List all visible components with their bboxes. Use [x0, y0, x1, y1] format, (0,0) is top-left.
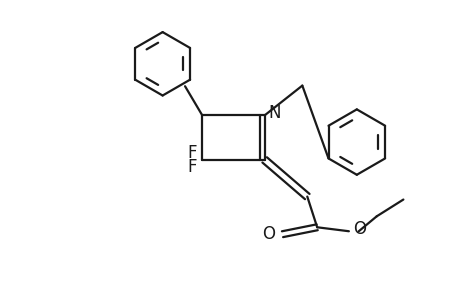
Text: F: F: [187, 158, 197, 176]
Text: N: N: [268, 104, 280, 122]
Text: O: O: [352, 220, 365, 238]
Text: F: F: [187, 144, 197, 162]
Text: O: O: [262, 225, 275, 243]
